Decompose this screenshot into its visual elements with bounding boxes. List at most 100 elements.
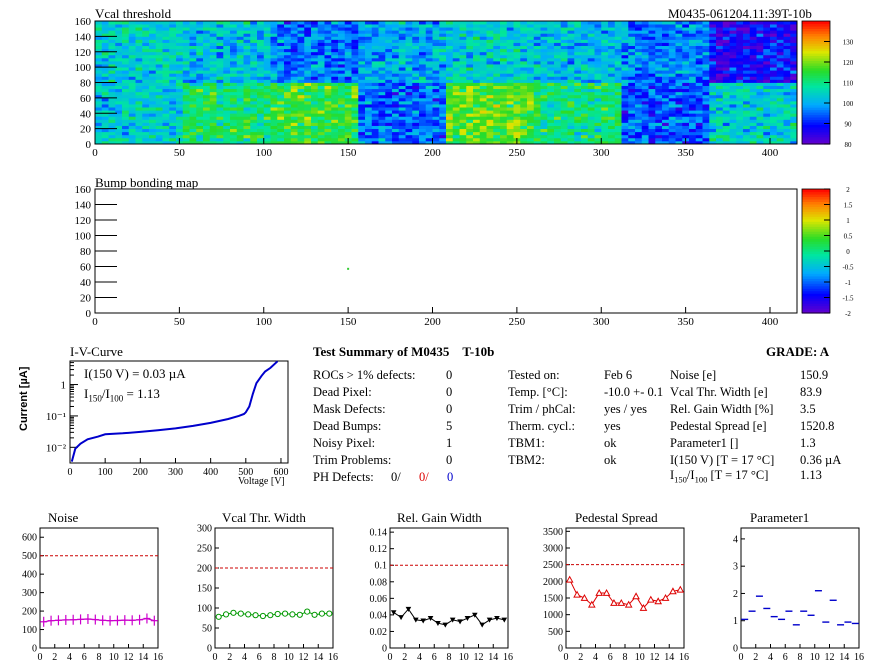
- vcal-pixel: [290, 54, 298, 59]
- vcal-pixel: [493, 104, 501, 108]
- vcal-pixel: [635, 82, 643, 86]
- vcal-pixel: [371, 57, 379, 62]
- vcal-pixel: [351, 51, 359, 56]
- vcal-pixel: [500, 104, 508, 108]
- vcal-pixel: [628, 21, 636, 25]
- vcal-pixel: [587, 60, 595, 65]
- vcal-pixel: [743, 107, 751, 111]
- vcal-pixel: [371, 116, 379, 120]
- colorbar1-segment: [802, 21, 830, 25]
- vcal-pixel: [540, 85, 548, 90]
- vcal-pixel: [344, 104, 352, 108]
- vcal-pixel: [101, 33, 109, 37]
- vcal-pixel: [709, 57, 717, 62]
- colorbar1-segment: [802, 104, 830, 108]
- vcal-pixel: [628, 42, 636, 46]
- vcal-pixel: [439, 134, 447, 139]
- vcal-pixel: [527, 85, 535, 90]
- vcal-pixel: [446, 91, 454, 96]
- vcal-pixel: [371, 33, 379, 37]
- vcal-pixel: [756, 131, 764, 136]
- small-chart-xtick-label: 8: [798, 652, 803, 663]
- vcal-pixel: [466, 48, 474, 53]
- vcal-pixel: [770, 21, 778, 25]
- vcal-pixel: [621, 30, 629, 34]
- vcal-pixel: [378, 122, 386, 126]
- vcal-pixel: [473, 79, 481, 83]
- colorbar2-label: 1.5: [844, 202, 853, 210]
- vcal-pixel: [263, 104, 271, 108]
- vcal-pixel: [594, 39, 602, 43]
- vcal-pixel: [263, 97, 271, 102]
- vcal-pixel: [344, 94, 352, 99]
- vcal-pixel: [196, 45, 204, 50]
- vcal-pixel: [722, 30, 730, 34]
- colorbar2-segment: [802, 280, 830, 284]
- small-chart-point: [472, 612, 478, 618]
- vcal-pixel: [506, 70, 514, 74]
- vcal-pixel: [533, 76, 541, 80]
- vcal-pixel: [270, 42, 278, 46]
- vcal-pixel: [614, 39, 622, 43]
- vcal-pixel: [324, 64, 332, 68]
- vcal-pixel: [142, 134, 150, 139]
- vcal-pixel: [722, 110, 730, 114]
- vcal-pixel: [284, 85, 292, 90]
- vcal-pixel: [770, 128, 778, 133]
- vcal-pixel: [776, 24, 784, 28]
- vcal-pixel: [108, 54, 116, 59]
- vcal-pixel: [473, 88, 481, 93]
- vcal-pixel: [223, 64, 231, 68]
- vcal-pixel: [203, 21, 211, 25]
- vcal-pixel: [459, 33, 467, 37]
- vcal-pixel: [277, 125, 285, 130]
- vcal-pixel: [709, 24, 717, 28]
- vcal-pixel: [304, 128, 312, 133]
- vcal-pixel: [689, 85, 697, 90]
- vcal-pixel: [176, 116, 184, 120]
- vcal-pixel: [743, 104, 751, 108]
- iv-annotation-current: I(150 V) = 0.03 µA: [84, 366, 186, 381]
- vcal-pixel: [115, 24, 123, 28]
- vcal-pixel: [763, 45, 771, 50]
- vcal-pixel: [95, 54, 103, 59]
- vcal-pixel: [594, 107, 602, 111]
- vcal-pixel: [635, 100, 643, 105]
- vcal-pixel: [297, 27, 305, 31]
- vcal-pixel: [506, 100, 514, 105]
- vcal-pixel: [108, 125, 116, 130]
- vcal-pixel: [182, 30, 190, 34]
- vcal-pixel: [702, 21, 710, 25]
- vcal-pixel: [115, 33, 123, 37]
- vcal-pixel: [331, 42, 339, 46]
- vcal-pixel: [574, 33, 582, 37]
- vcal-pixel: [304, 42, 312, 46]
- vcal-pixel: [344, 70, 352, 74]
- vcal-pixel: [324, 91, 332, 96]
- vcal-pixel: [122, 110, 130, 114]
- vcal-pixel: [115, 64, 123, 68]
- vcal-pixel: [155, 45, 163, 50]
- vcal-pixel: [230, 91, 238, 96]
- vcal-pixel: [500, 42, 508, 46]
- vcal-pixel: [257, 21, 265, 25]
- vcal-pixel: [479, 60, 487, 65]
- vcal-pixel: [749, 104, 757, 108]
- vcal-pixel: [702, 45, 710, 50]
- colorbar1-segment: [802, 40, 830, 44]
- vcal-pixel: [776, 36, 784, 40]
- vcal-pixel: [628, 110, 636, 114]
- vcal-pixel: [412, 91, 420, 96]
- vcal-pixel: [95, 57, 103, 62]
- vcal-pixel: [203, 36, 211, 40]
- vcal-pixel: [297, 21, 305, 25]
- vcal-pixel: [770, 27, 778, 31]
- vcal-pixel: [635, 51, 643, 56]
- vcal-pixel: [621, 100, 629, 105]
- vcal-pixel: [567, 27, 575, 31]
- vcal-pixel: [311, 73, 319, 77]
- vcal-pixel: [142, 100, 150, 105]
- vcal-pixel: [560, 45, 568, 50]
- small-chart-series-line: [393, 608, 505, 626]
